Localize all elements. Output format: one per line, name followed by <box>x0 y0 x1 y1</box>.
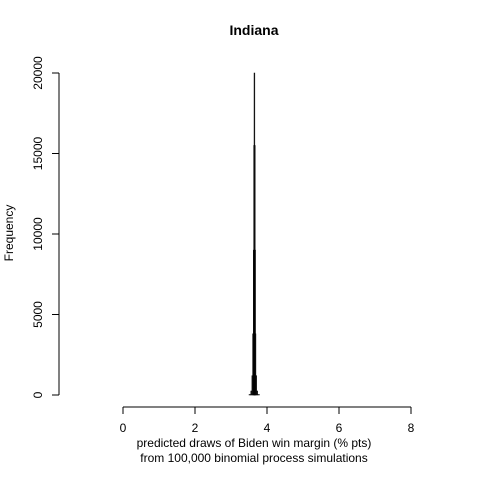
y-tick-label: 10000 <box>31 217 45 251</box>
y-axis-label: Frequency <box>2 205 16 262</box>
x-axis-label-line1: predicted draws of Biden win margin (% p… <box>137 436 372 450</box>
x-tick-label: 4 <box>264 421 271 435</box>
histogram-bar <box>254 333 257 396</box>
y-axis: 0 5000 10000 15000 20000 <box>31 56 60 398</box>
y-tick-label: 0 <box>31 391 45 398</box>
x-axis: 0 2 4 6 8 <box>120 406 415 435</box>
x-axis-label-line2: from 100,000 binomial process simulation… <box>140 451 367 465</box>
histogram-bar <box>255 375 257 396</box>
y-tick-label: 20000 <box>31 56 45 90</box>
y-tick-label: 5000 <box>31 301 45 328</box>
x-tick-label: 0 <box>120 421 127 435</box>
x-tick-label: 2 <box>192 421 199 435</box>
x-tick-label: 6 <box>336 421 343 435</box>
y-tick-label: 15000 <box>31 136 45 170</box>
histogram-bar <box>256 390 258 396</box>
x-tick-label: 8 <box>408 421 415 435</box>
chart-title: Indiana <box>229 22 278 38</box>
histogram-bars <box>248 72 260 396</box>
